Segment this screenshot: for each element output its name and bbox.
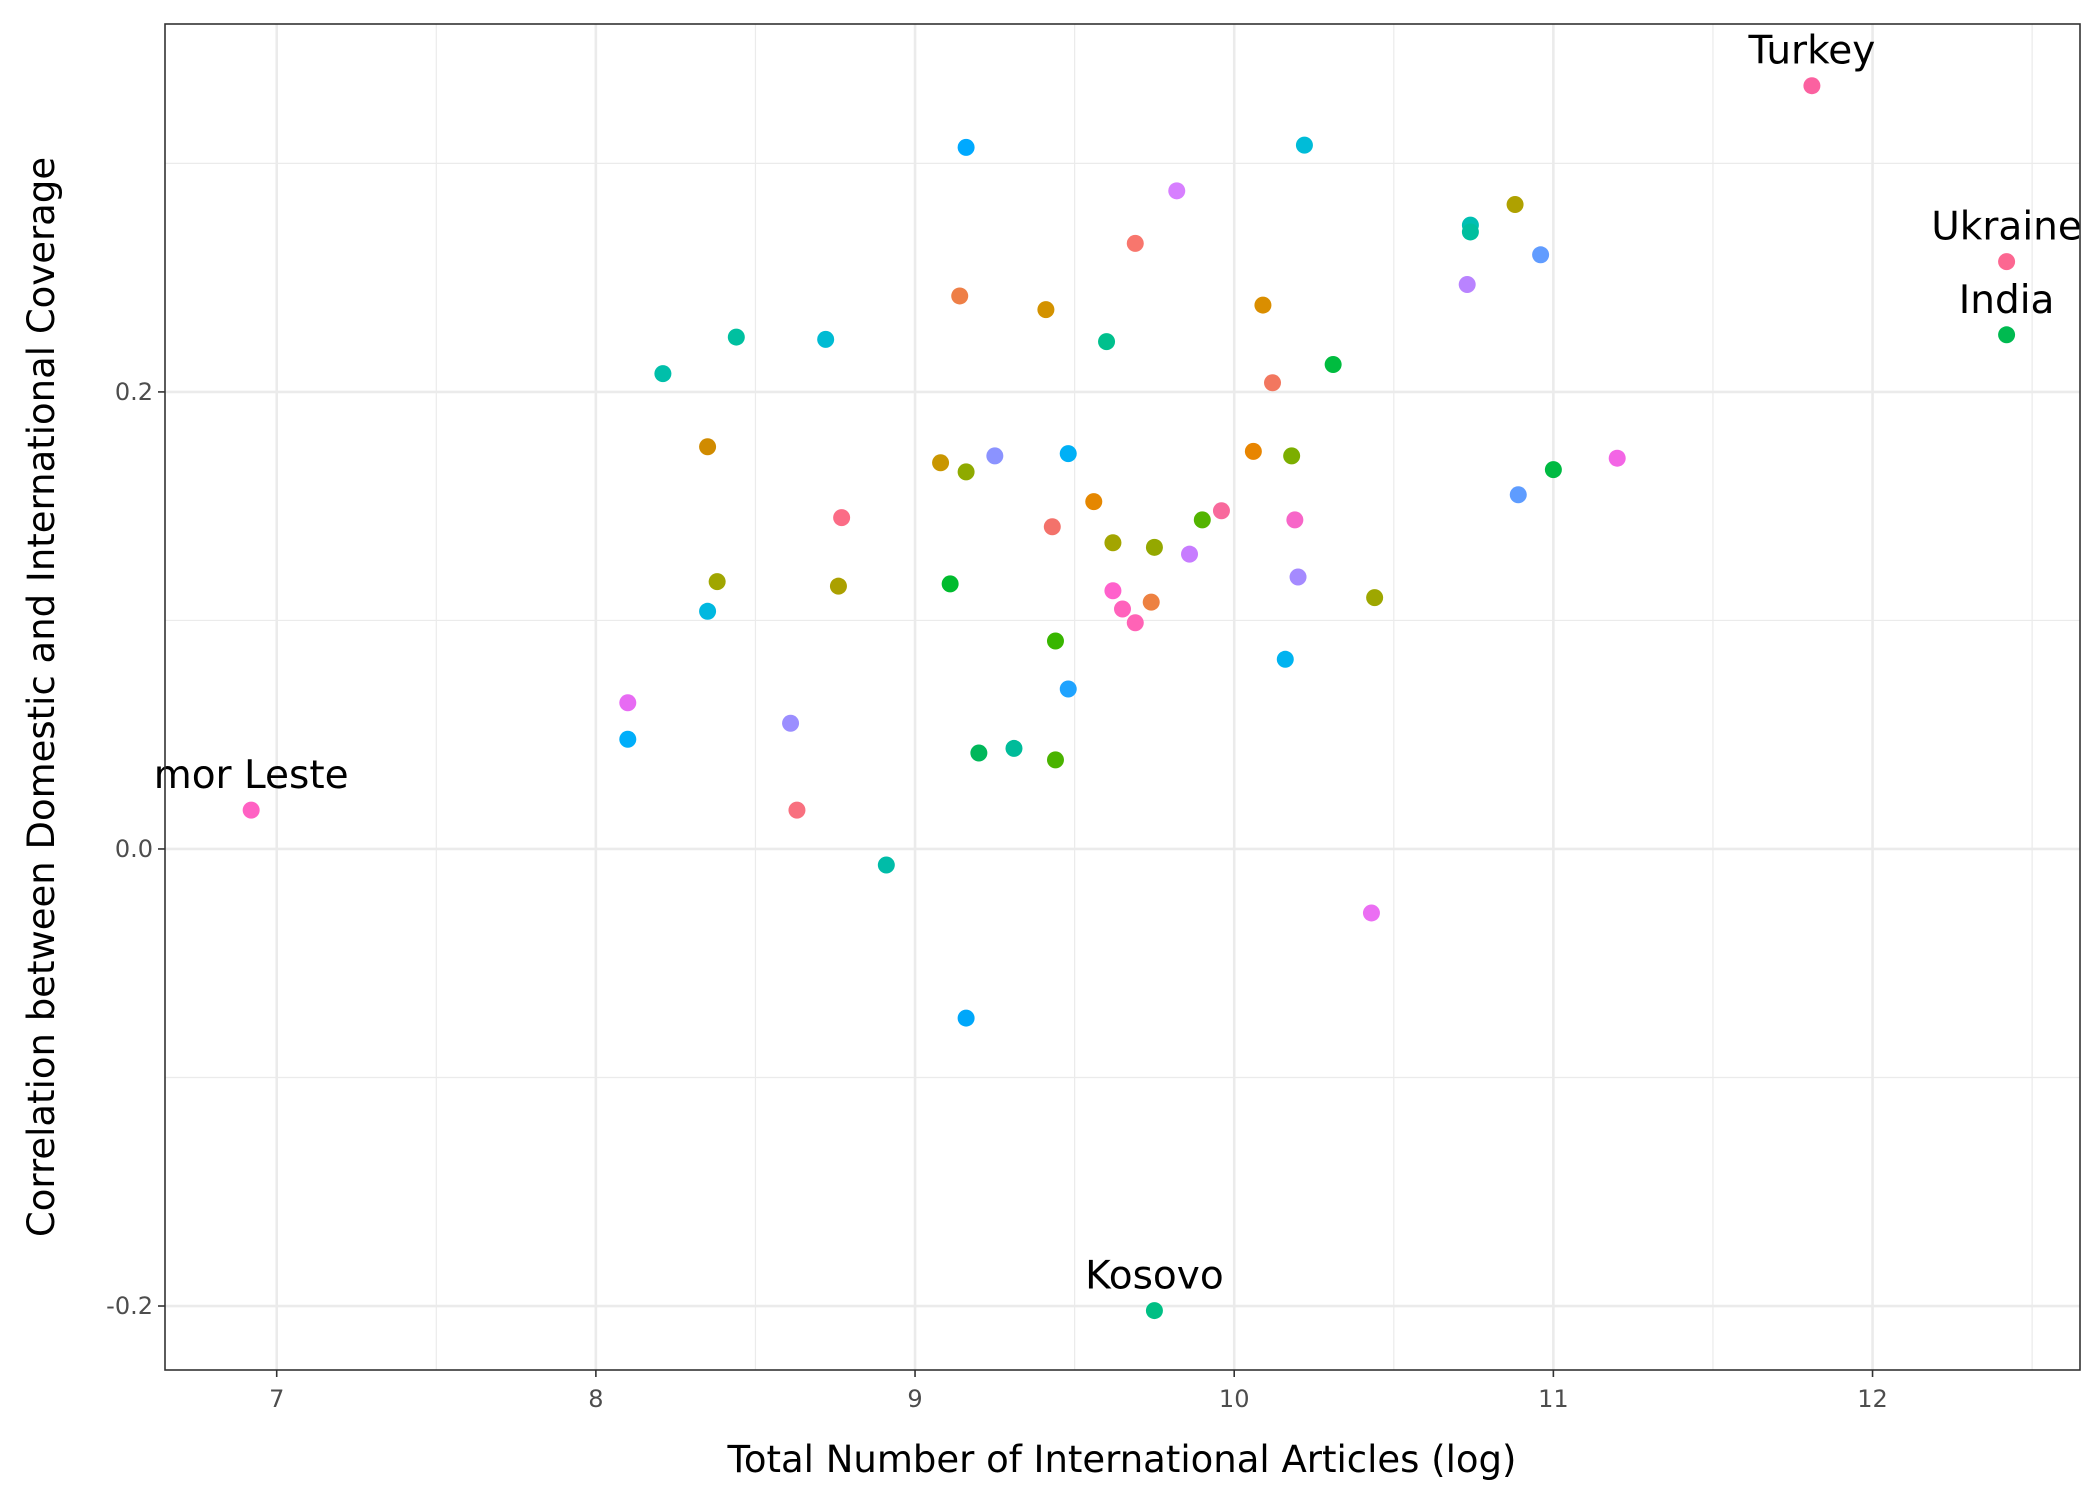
data-point bbox=[1059, 680, 1077, 698]
data-point bbox=[829, 577, 847, 595]
y-axis-title: Correlation between Domestic and Interna… bbox=[20, 157, 63, 1237]
data-point bbox=[1046, 751, 1064, 769]
data-point bbox=[1005, 739, 1023, 757]
data-point bbox=[1289, 568, 1307, 586]
data-point bbox=[1366, 589, 1384, 607]
point-label: mor Leste bbox=[154, 753, 349, 798]
data-point bbox=[1532, 246, 1550, 264]
data-point bbox=[1059, 445, 1077, 463]
data-point bbox=[1276, 650, 1294, 668]
data-point bbox=[957, 463, 975, 481]
data-point bbox=[1283, 447, 1301, 465]
data-point bbox=[1114, 600, 1131, 618]
data-point bbox=[1509, 486, 1527, 504]
data-point bbox=[242, 801, 260, 819]
data-point bbox=[1145, 538, 1163, 556]
data-point bbox=[1043, 518, 1061, 536]
data-point bbox=[1544, 461, 1562, 479]
x-tick-label: 11 bbox=[1538, 1385, 1569, 1413]
point-label: Kosovo bbox=[1085, 1254, 1224, 1299]
x-tick-label: 7 bbox=[269, 1385, 284, 1413]
plot-border bbox=[164, 23, 2081, 1371]
point-label: Turkey bbox=[1747, 29, 1875, 74]
data-point bbox=[699, 602, 717, 620]
grid-major bbox=[165, 24, 2080, 1370]
data-point bbox=[1254, 296, 1272, 314]
data-point bbox=[1461, 223, 1479, 241]
data-point bbox=[1295, 136, 1313, 154]
data-point bbox=[817, 330, 835, 348]
data-point bbox=[782, 714, 800, 732]
x-axis: 7 8 9 10 11 12 bbox=[269, 1370, 1888, 1413]
data-point bbox=[654, 365, 672, 383]
x-tick-label: 12 bbox=[1857, 1385, 1888, 1413]
data-point bbox=[1362, 904, 1380, 922]
y-tick-label: 0.2 bbox=[115, 378, 153, 406]
data-point bbox=[1998, 253, 2016, 271]
data-point bbox=[951, 287, 969, 305]
y-tick-label: 0.0 bbox=[115, 835, 153, 863]
grid-minor bbox=[165, 24, 2080, 1370]
data-point bbox=[1506, 196, 1524, 214]
data-point bbox=[1126, 614, 1144, 632]
x-axis-title: Total Number of International Articles (… bbox=[727, 1438, 1517, 1481]
plot-panel bbox=[165, 24, 2080, 1370]
data-point bbox=[1803, 77, 1821, 95]
data-point bbox=[1998, 326, 2016, 344]
data-point bbox=[1098, 333, 1116, 351]
data-point bbox=[833, 509, 851, 527]
data-point bbox=[1104, 582, 1122, 600]
data-point bbox=[1458, 276, 1476, 294]
data-point bbox=[1244, 442, 1262, 460]
data-point bbox=[986, 447, 1004, 465]
x-tick-label: 10 bbox=[1219, 1385, 1250, 1413]
data-point bbox=[1037, 301, 1055, 319]
data-point bbox=[708, 573, 726, 591]
data-point bbox=[1142, 593, 1160, 611]
y-axis: -0.2 0.0 0.2 bbox=[106, 378, 165, 1320]
data-point bbox=[970, 744, 988, 762]
data-point bbox=[957, 1009, 975, 1027]
y-tick-label: -0.2 bbox=[106, 1292, 153, 1320]
data-point bbox=[727, 328, 745, 346]
data-point bbox=[941, 575, 959, 593]
data-point bbox=[788, 801, 806, 819]
data-point bbox=[619, 730, 637, 748]
data-point bbox=[1168, 182, 1186, 200]
data-point bbox=[957, 138, 975, 156]
point-label: India bbox=[1959, 278, 2055, 323]
data-point bbox=[877, 856, 895, 874]
data-point bbox=[1264, 374, 1282, 392]
data-point bbox=[1181, 545, 1199, 563]
data-point bbox=[1608, 449, 1626, 467]
data-points bbox=[242, 77, 2016, 1320]
data-point bbox=[1104, 534, 1122, 552]
data-point bbox=[1193, 511, 1211, 529]
data-point bbox=[1046, 632, 1064, 650]
data-point bbox=[1212, 502, 1230, 520]
data-point bbox=[699, 438, 717, 456]
point-labels: Turkey Ukraine India mor Leste Kosovo bbox=[154, 29, 2082, 1299]
point-label: Ukraine bbox=[1931, 205, 2082, 250]
data-point bbox=[1324, 355, 1342, 373]
data-point bbox=[1085, 493, 1103, 511]
data-point bbox=[1286, 511, 1304, 529]
x-tick-label: 8 bbox=[588, 1385, 603, 1413]
data-point bbox=[619, 694, 637, 712]
data-point bbox=[1126, 234, 1144, 252]
data-point bbox=[1145, 1302, 1163, 1320]
data-point bbox=[932, 454, 950, 472]
x-tick-label: 9 bbox=[907, 1385, 922, 1413]
